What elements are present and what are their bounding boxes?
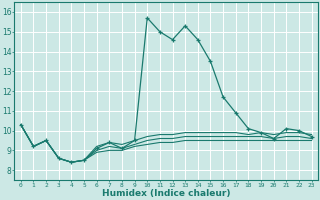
- X-axis label: Humidex (Indice chaleur): Humidex (Indice chaleur): [102, 189, 230, 198]
